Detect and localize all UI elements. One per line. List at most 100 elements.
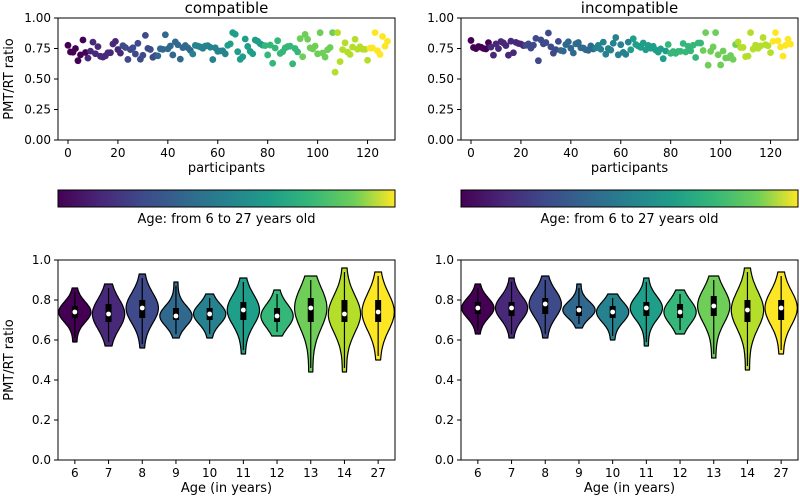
- scatter-point: [129, 44, 137, 52]
- scatter-point: [569, 49, 577, 57]
- y-axis-label: PMT/RT ratio: [2, 38, 17, 120]
- scatter-point: [574, 39, 582, 46]
- scatter-panel-incompatible: 0.00 0.25 0.50 0.75 1.00 participants incompat…: [427, 0, 799, 227]
- scatter-point: [617, 41, 625, 49]
- x-tick-label: 13: [303, 466, 318, 480]
- violin-panel-incompatible: 0.0 0.2 0.4 0.6 0.8 1.0 Age (in years) 6 7 8 9 10 11…: [435, 253, 799, 496]
- scatter-point: [624, 38, 632, 46]
- x-tick-label: 7: [508, 466, 516, 480]
- scatter-point: [629, 35, 637, 43]
- violin-median: [240, 307, 246, 313]
- violin-panel-compatible: 0.0 0.2 0.4 0.6 0.8 1.0 PMT/RT ratio Age (in ye…: [2, 253, 396, 496]
- scatter-point: [234, 48, 242, 56]
- violin-median: [342, 311, 347, 317]
- scatter-point: [679, 40, 687, 47]
- colorbar: [57, 189, 396, 208]
- scatter-point: [166, 42, 174, 50]
- scatter-point: [729, 55, 737, 63]
- y-tick-label: 0.2: [435, 413, 454, 427]
- x-axis-label: Age (in years): [181, 481, 272, 496]
- y-tick-label: 0.75: [427, 42, 454, 56]
- x-tick-label: 20: [110, 146, 125, 160]
- scatter-point: [599, 38, 607, 46]
- scatter-point: [490, 51, 497, 59]
- scatter-point: [329, 29, 336, 37]
- scatter-point: [495, 45, 502, 53]
- scatter-point: [369, 44, 376, 52]
- y-tick-label: 0.6: [435, 333, 454, 347]
- scatter-point: [261, 42, 269, 50]
- scatter-point: [159, 45, 167, 53]
- scatter-point: [769, 37, 777, 45]
- violin-median: [106, 311, 111, 317]
- scatter-point: [759, 34, 767, 41]
- x-tick-label: 80: [260, 146, 275, 160]
- scatter-point: [697, 39, 705, 47]
- scatter-point: [274, 37, 282, 45]
- scatter-point: [316, 29, 324, 37]
- scatter-point: [296, 35, 304, 43]
- scatter-point: [627, 46, 635, 54]
- scatter-point: [597, 45, 605, 53]
- y-axis-label: PMT/RT ratio: [2, 319, 17, 401]
- x-tick-label: 14: [337, 466, 352, 480]
- scatter-point: [714, 51, 722, 59]
- scatter-point: [709, 43, 717, 51]
- y-tick-label: 0.4: [32, 373, 51, 387]
- scatter-point: [487, 43, 495, 51]
- x-axis-label: participants: [188, 161, 266, 176]
- x-axis-label: Age (in years): [584, 481, 675, 496]
- scatter-point: [74, 57, 82, 65]
- x-tick-label: 60: [210, 146, 225, 160]
- scatter-point: [767, 49, 774, 56]
- colorbar-label: Age: from 6 to 27 years old: [540, 212, 718, 227]
- scatter-point: [734, 38, 742, 46]
- x-tick-label: 13: [706, 466, 721, 480]
- y-tick-label: 0.50: [427, 72, 454, 86]
- scatter-point: [289, 60, 297, 68]
- axes-frame: [57, 17, 396, 141]
- x-tick-label: 0: [467, 146, 475, 160]
- scatter-point: [311, 42, 319, 50]
- scatter-point: [542, 39, 550, 46]
- scatter-point: [266, 41, 274, 49]
- x-tick-label: 8: [541, 466, 549, 480]
- x-tick-label: 8: [138, 466, 146, 480]
- scatter-point: [552, 46, 560, 54]
- y-tick-label: 0.0: [32, 453, 51, 467]
- y-tick-label: 0.75: [24, 42, 51, 56]
- scatter-point: [609, 39, 617, 47]
- scatter-point: [161, 31, 169, 39]
- x-tick-label: 40: [160, 146, 175, 160]
- x-tick-label: 10: [605, 466, 620, 480]
- y-tick-label: 0.4: [435, 373, 454, 387]
- x-tick-label: 120: [759, 146, 782, 160]
- scatter-point: [174, 41, 182, 49]
- scatter-point: [107, 49, 114, 57]
- x-tick-label: 6: [71, 466, 79, 480]
- scatter-point: [602, 50, 610, 58]
- scatter-point: [772, 29, 779, 37]
- violin-median: [643, 305, 649, 311]
- x-tick-label: 9: [172, 466, 180, 480]
- violin-median: [576, 307, 582, 313]
- violin-median: [207, 311, 213, 317]
- scatter-point: [334, 29, 341, 37]
- scatter-point: [249, 50, 257, 58]
- scatter-point: [189, 50, 197, 58]
- scatter-point: [326, 44, 334, 51]
- violin-median: [475, 305, 481, 311]
- x-tick-label: 9: [575, 466, 583, 480]
- scatter-point: [304, 35, 312, 43]
- scatter-point: [331, 68, 339, 76]
- axes-frame: [57, 259, 396, 461]
- violin-median: [778, 305, 784, 311]
- violin-median: [711, 303, 717, 309]
- scatter-point: [351, 35, 359, 43]
- scatter-point: [239, 53, 247, 61]
- scatter-point: [231, 30, 239, 38]
- scatter-point: [774, 37, 782, 45]
- x-axis-label: participants: [591, 161, 669, 176]
- scatter-point: [139, 51, 147, 59]
- scatter-point: [87, 47, 94, 55]
